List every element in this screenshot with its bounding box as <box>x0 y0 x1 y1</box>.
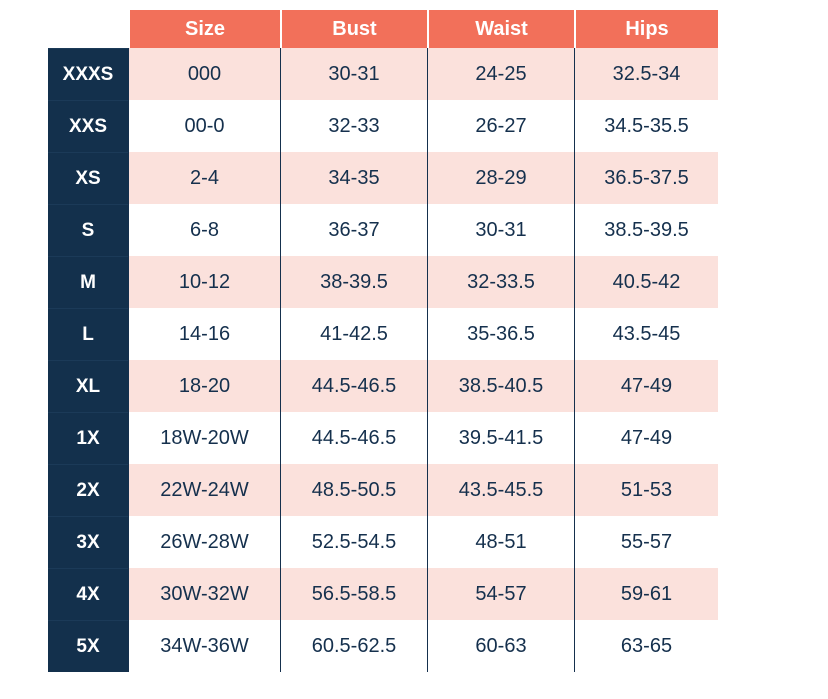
cell-size: 30W-32W <box>128 568 280 620</box>
cell-hips: 55-57 <box>574 516 718 568</box>
cell-size: 34W-36W <box>128 620 280 672</box>
cell-bust: 44.5-46.5 <box>280 360 427 412</box>
cell-hips: 59-61 <box>574 568 718 620</box>
cell-size: 14-16 <box>128 308 280 360</box>
row-label: XXXS <box>48 48 128 100</box>
cell-bust: 48.5-50.5 <box>280 464 427 516</box>
cell-waist: 43.5-45.5 <box>427 464 574 516</box>
cell-size: 10-12 <box>128 256 280 308</box>
cell-bust: 32-33 <box>280 100 427 152</box>
cell-hips: 63-65 <box>574 620 718 672</box>
cell-waist: 28-29 <box>427 152 574 204</box>
row-label: XXS <box>48 100 128 152</box>
cell-hips: 40.5-42 <box>574 256 718 308</box>
cell-waist: 38.5-40.5 <box>427 360 574 412</box>
cell-bust: 38-39.5 <box>280 256 427 308</box>
cell-waist: 35-36.5 <box>427 308 574 360</box>
cell-size: 00-0 <box>128 100 280 152</box>
cell-waist: 26-27 <box>427 100 574 152</box>
cell-bust: 60.5-62.5 <box>280 620 427 672</box>
row-label: S <box>48 204 128 256</box>
header-size: Size <box>128 10 280 48</box>
cell-size: 2-4 <box>128 152 280 204</box>
row-label: XS <box>48 152 128 204</box>
header-waist: Waist <box>427 10 574 48</box>
size-chart-table: Size Bust Waist Hips XXXS 000 30-31 24-25 32… <box>48 10 718 672</box>
cell-size: 000 <box>128 48 280 100</box>
row-label: L <box>48 308 128 360</box>
row-label: 1X <box>48 412 128 464</box>
cell-size: 18W-20W <box>128 412 280 464</box>
cell-waist: 30-31 <box>427 204 574 256</box>
cell-bust: 41-42.5 <box>280 308 427 360</box>
row-label: M <box>48 256 128 308</box>
cell-hips: 47-49 <box>574 360 718 412</box>
cell-size: 18-20 <box>128 360 280 412</box>
cell-hips: 47-49 <box>574 412 718 464</box>
cell-hips: 36.5-37.5 <box>574 152 718 204</box>
cell-size: 6-8 <box>128 204 280 256</box>
row-label: 4X <box>48 568 128 620</box>
cell-bust: 52.5-54.5 <box>280 516 427 568</box>
cell-bust: 30-31 <box>280 48 427 100</box>
cell-waist: 39.5-41.5 <box>427 412 574 464</box>
header-bust: Bust <box>280 10 427 48</box>
cell-waist: 32-33.5 <box>427 256 574 308</box>
row-label: XL <box>48 360 128 412</box>
cell-hips: 38.5-39.5 <box>574 204 718 256</box>
cell-waist: 48-51 <box>427 516 574 568</box>
cell-waist: 54-57 <box>427 568 574 620</box>
cell-bust: 56.5-58.5 <box>280 568 427 620</box>
cell-size: 26W-28W <box>128 516 280 568</box>
cell-size: 22W-24W <box>128 464 280 516</box>
row-label: 3X <box>48 516 128 568</box>
cell-bust: 36-37 <box>280 204 427 256</box>
cell-hips: 34.5-35.5 <box>574 100 718 152</box>
cell-waist: 24-25 <box>427 48 574 100</box>
row-label: 2X <box>48 464 128 516</box>
header-hips: Hips <box>574 10 718 48</box>
cell-hips: 51-53 <box>574 464 718 516</box>
row-label: 5X <box>48 620 128 672</box>
cell-hips: 43.5-45 <box>574 308 718 360</box>
cell-bust: 44.5-46.5 <box>280 412 427 464</box>
table-corner <box>48 10 128 48</box>
cell-bust: 34-35 <box>280 152 427 204</box>
cell-hips: 32.5-34 <box>574 48 718 100</box>
cell-waist: 60-63 <box>427 620 574 672</box>
